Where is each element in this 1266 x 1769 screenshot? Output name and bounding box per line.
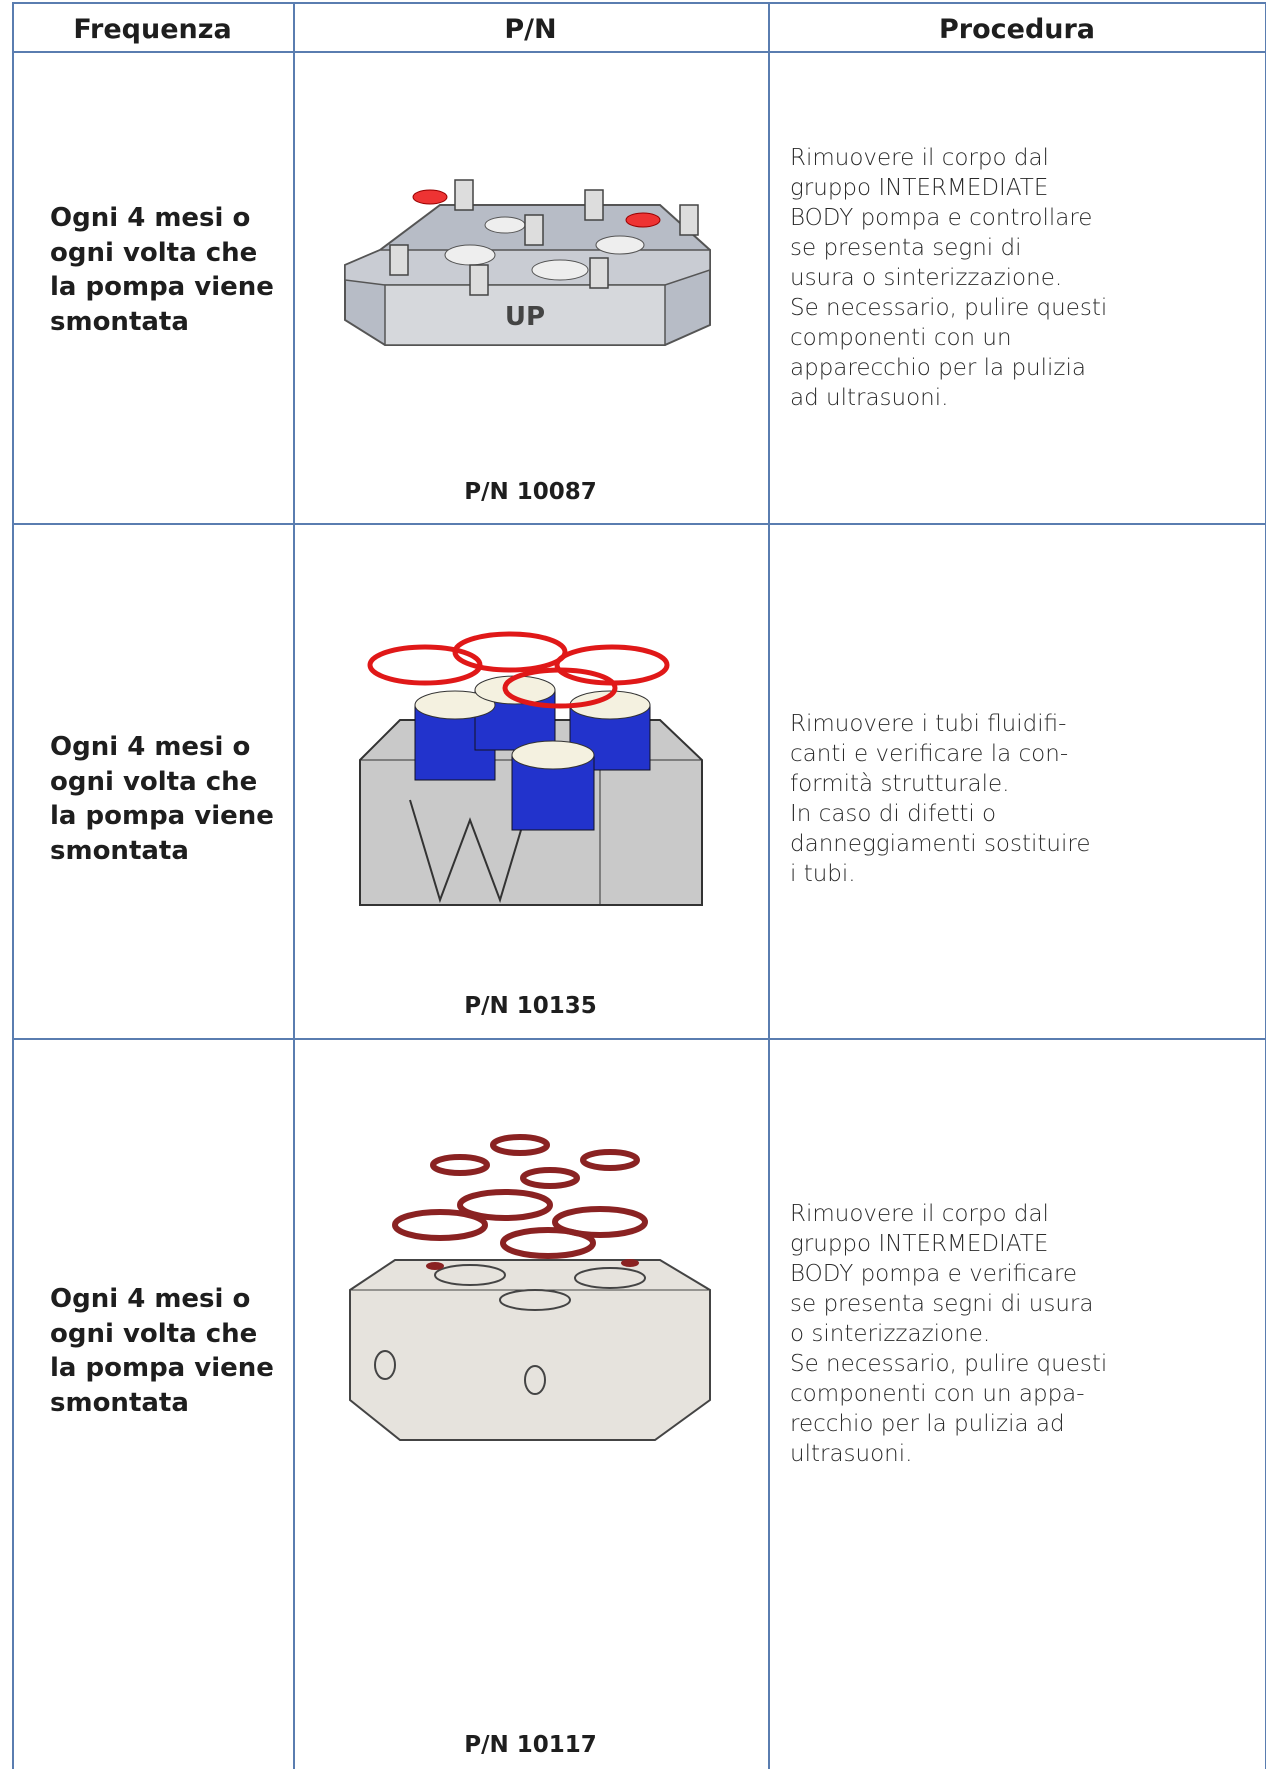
part-illustration: UP <box>344 179 711 346</box>
column-header: P/N <box>504 14 557 45</box>
procedure-text: gruppo INTERMEDIATE <box>790 175 1049 201</box>
frequency-text: smontata <box>50 835 189 866</box>
table-border <box>12 523 1266 525</box>
procedure-text: componenti con un appa- <box>790 1381 1085 1407</box>
table-border <box>293 2 295 1769</box>
procedure-text: In caso di difetti o <box>790 801 997 827</box>
frequency-text: ogni volta che <box>50 766 258 797</box>
procedure-text: formità strutturale. <box>790 771 1010 797</box>
procedure-text: usura o sinterizzazione. <box>790 265 1063 291</box>
procedure-text: canti e verificare la con- <box>790 741 1069 767</box>
frequency-text: ogni volta che <box>50 237 258 268</box>
procedure-text: BODY pompa e controllare <box>790 205 1093 231</box>
frequency-text: Ogni 4 mesi o <box>50 203 251 233</box>
procedure-text: danneggiamenti sostituire <box>790 831 1091 857</box>
frequency-text: la pompa viene <box>50 1353 274 1383</box>
procedure-text: i tubi. <box>790 861 856 887</box>
procedure-text: Rimuovere i tubi fluidifi- <box>790 711 1067 737</box>
frequency-text: smontata <box>50 306 189 337</box>
procedure-text: ad ultrasuoni. <box>790 385 949 411</box>
frequency-text: Ogni 4 mesi o <box>50 1284 251 1314</box>
part-illustration <box>349 1134 711 1441</box>
procedure-text: ultrasuoni. <box>790 1441 913 1467</box>
procedure-text: Rimuovere il corpo dal <box>790 145 1049 171</box>
frequency-text: Ogni 4 mesi o <box>50 732 251 762</box>
svg-text:UP: UP <box>505 302 545 332</box>
procedure-text: BODY pompa e verificare <box>790 1261 1078 1287</box>
part-number: P/N 10087 <box>464 479 597 505</box>
table-border <box>12 2 1266 4</box>
part-illustration <box>359 631 703 906</box>
procedure-text: apparecchio per la pulizia <box>790 355 1086 381</box>
procedure-text: se presenta segni di <box>790 235 1022 261</box>
part-number: P/N 10117 <box>464 1732 597 1758</box>
procedure-text: Se necessario, pulire questi <box>790 1351 1108 1377</box>
procedure-text: recchio per la pulizia ad <box>790 1411 1065 1437</box>
procedure-text: Se necessario, pulire questi <box>790 295 1108 321</box>
frequency-text: smontata <box>50 1387 189 1418</box>
column-header: Procedura <box>938 14 1096 45</box>
procedure-text: se presenta segni di usura <box>790 1291 1094 1317</box>
column-header: Frequenza <box>73 14 232 45</box>
table-border <box>12 2 14 1769</box>
part-number: P/N 10135 <box>464 993 597 1019</box>
procedure-text: o sinterizzazione. <box>790 1321 991 1347</box>
procedure-text: Rimuovere il corpo dal <box>790 1201 1049 1227</box>
frequency-text: ogni volta che <box>50 1318 258 1349</box>
table-border <box>12 1038 1266 1040</box>
procedure-text: gruppo INTERMEDIATE <box>790 1231 1049 1257</box>
frequency-text: la pompa viene <box>50 801 274 831</box>
table-border <box>12 51 1266 53</box>
frequency-text: la pompa viene <box>50 272 274 302</box>
table-border <box>768 2 770 1769</box>
procedure-text: componenti con un <box>790 325 1012 351</box>
